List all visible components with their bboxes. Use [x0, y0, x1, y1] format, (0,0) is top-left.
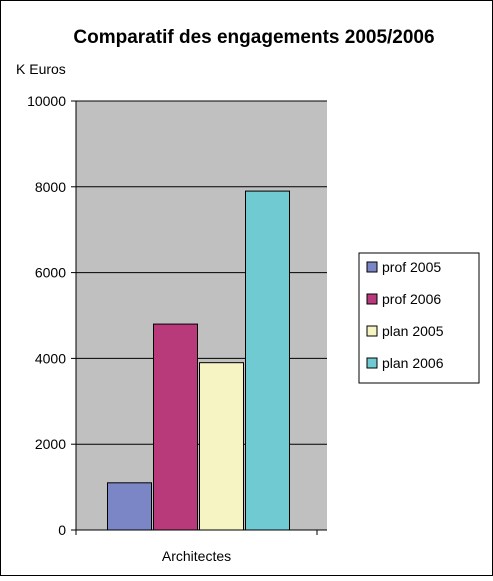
y-axis-tick-label: 4000	[35, 350, 66, 366]
y-axis-ticks: 0 2000 4000 6000 8000 10000	[27, 93, 76, 538]
y-axis-tick-label: 6000	[35, 265, 66, 281]
y-axis-tick-label: 0	[58, 522, 66, 538]
y-axis-tick-label: 2000	[35, 436, 66, 452]
bars	[107, 190, 290, 531]
legend-label: prof 2006	[382, 291, 441, 307]
x-axis-category-label: Architectes	[162, 548, 231, 564]
bar-plan-2006	[245, 190, 290, 531]
x-axis-labels: Architectes	[162, 548, 231, 564]
bar-prof-2005	[107, 482, 152, 531]
y-axis-tick-label: 8000	[35, 179, 66, 195]
legend-label: plan 2006	[382, 355, 444, 371]
legend-swatch	[366, 357, 378, 369]
legend-swatch	[366, 325, 378, 337]
bar-plan-2005	[199, 362, 244, 531]
legend-label: prof 2005	[382, 259, 441, 275]
legend-swatch	[366, 293, 378, 305]
legend: prof 2005 prof 2006 plan 2005 plan 2006	[366, 259, 444, 371]
legend-box	[358, 252, 480, 384]
bar-prof-2006	[153, 323, 198, 531]
chart-title: Comparatif des engagements 2005/2006	[73, 27, 434, 48]
y-axis-unit-label: K Euros	[16, 61, 66, 77]
legend-label: plan 2005	[382, 323, 444, 339]
y-axis-tick-label: 10000	[27, 93, 66, 109]
legend-swatch	[366, 261, 378, 273]
